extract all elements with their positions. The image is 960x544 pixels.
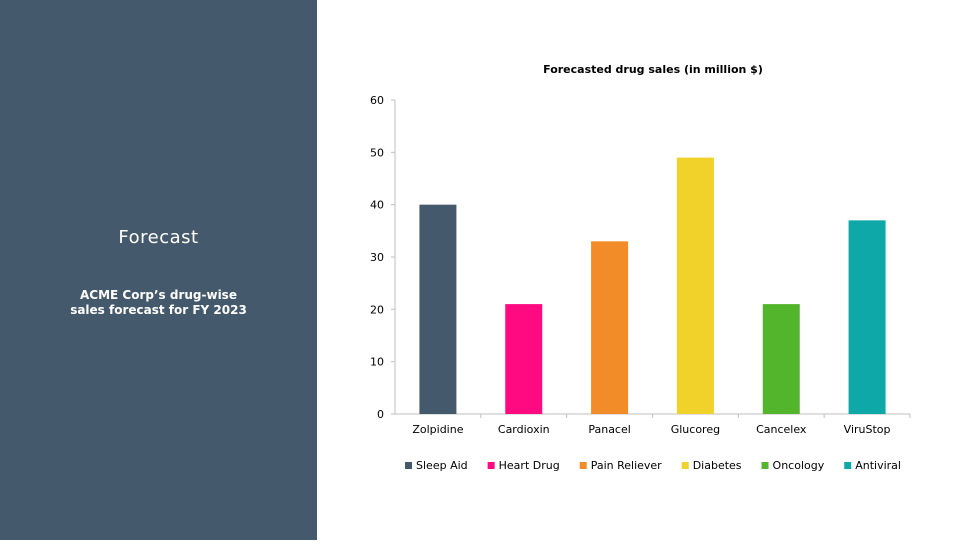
bar-panacel (591, 241, 629, 414)
x-tick-label: Zolpidine (412, 423, 463, 436)
slide-subtitle-line-2: sales forecast for FY 2023 (70, 303, 247, 317)
legend-swatch (681, 462, 689, 469)
bar-zolpidine (419, 204, 457, 414)
legend-swatch (761, 462, 769, 469)
bar-glucoreg (676, 157, 714, 415)
x-tick-label: Cardioxin (498, 423, 550, 436)
y-tick-label: 40 (370, 199, 384, 212)
x-tick-label: Glucoreg (671, 423, 720, 436)
chart-title: Forecasted drug sales (in million $) (543, 63, 763, 76)
chart-legend: Sleep Aid Heart Drug Pain Reliever Diabetes… (405, 459, 901, 472)
title-panel: Forecast ACME Corp’s drug-wise sales for… (0, 0, 317, 540)
y-tick-label: 10 (370, 356, 384, 369)
x-tick-label: Panacel (588, 423, 630, 436)
y-tick-label: 30 (370, 251, 384, 264)
legend-label: Sleep Aid (416, 459, 468, 472)
legend-swatch (579, 462, 587, 469)
legend-swatch (844, 462, 852, 469)
chart-axes (391, 99, 911, 418)
chart-bars (419, 157, 886, 415)
bar-cardioxin (505, 304, 543, 414)
y-tick-label: 50 (370, 146, 384, 159)
legend-label: Heart Drug (499, 459, 560, 472)
y-axis-ticks: 0 10 20 30 40 50 60 (370, 94, 384, 421)
x-axis-labels: Zolpidine Cardioxin Panacel Glucoreg Cancele… (412, 423, 890, 436)
legend-label: Oncology (773, 459, 825, 472)
legend-label: Antiviral (855, 459, 901, 472)
slide-title: Forecast (118, 227, 199, 248)
legend-swatch (405, 462, 413, 469)
y-tick-label: 60 (370, 94, 384, 107)
legend-label: Pain Reliever (591, 459, 662, 472)
legend-label: Diabetes (693, 459, 742, 472)
slide-subtitle-line-1: ACME Corp’s drug-wise (80, 288, 237, 302)
bar-cancelex (762, 304, 800, 414)
y-tick-label: 20 (370, 303, 384, 316)
x-tick-label: Cancelex (756, 423, 807, 436)
slide-subtitle: ACME Corp’s drug-wise sales forecast for… (0, 288, 317, 318)
bar-chart: Forecasted drug sales (in million $) 0 10… (370, 63, 911, 472)
y-tick-label: 0 (377, 408, 384, 421)
chart-area: Forecasted drug sales (in million $) 0 10… (317, 0, 960, 540)
legend-swatch (487, 462, 495, 469)
x-tick-label: ViruStop (844, 423, 891, 436)
bar-virustop (848, 220, 886, 414)
